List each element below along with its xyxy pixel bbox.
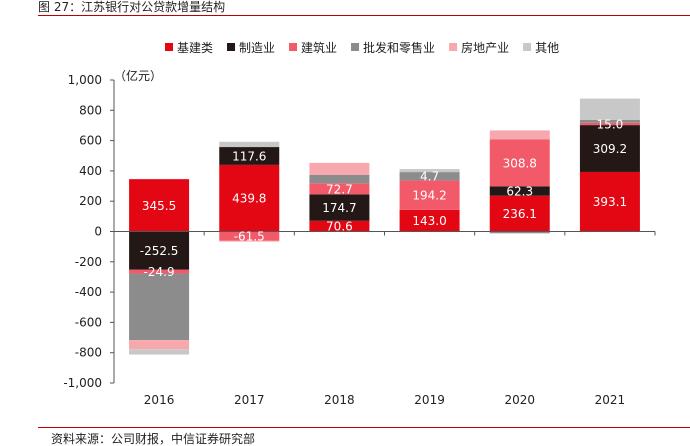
bar-segment bbox=[489, 186, 550, 196]
data-label: 309.2 bbox=[593, 142, 627, 156]
legend-label: 建筑业 bbox=[301, 40, 337, 55]
x-tick-label: 2017 bbox=[234, 393, 265, 407]
figure-title: 图 27：江苏银行对公贷款增量结构 bbox=[38, 0, 226, 14]
bar-segment bbox=[219, 164, 280, 232]
bar-segment bbox=[219, 231, 280, 241]
y-axis: -1,000 -800 -600 -400 -200 0 200 400 600 800 1,000 bbox=[63, 73, 115, 390]
legend-label: 其他 bbox=[535, 41, 559, 55]
x-tick-label: 2018 bbox=[324, 393, 355, 407]
legend-swatch bbox=[165, 43, 173, 51]
legend-swatch bbox=[351, 43, 360, 51]
bottom-divider bbox=[38, 427, 690, 428]
bars bbox=[129, 98, 640, 355]
bar-segment bbox=[129, 231, 190, 270]
data-label: 174.7 bbox=[322, 201, 356, 215]
legend-label: 基建类 bbox=[177, 41, 213, 55]
bar-segment bbox=[129, 273, 190, 341]
y-tick-label: -200 bbox=[75, 255, 102, 269]
y-axis-unit-label: （亿元） bbox=[114, 68, 162, 83]
chart-legend: 基建类 制造业 建筑业 批发和零售业 房地产业 其他 bbox=[165, 40, 559, 55]
y-tick-label: -800 bbox=[75, 346, 102, 360]
data-label: 70.6 bbox=[326, 220, 353, 234]
bar-segment bbox=[309, 183, 370, 195]
data-labels: 345.5 -252.5 -24.9 439.8 117.6 -61.5 70.6 174.7… bbox=[140, 117, 627, 279]
bar-segment bbox=[129, 269, 190, 274]
data-label: 439.8 bbox=[232, 192, 266, 206]
bar-segment bbox=[579, 98, 640, 120]
bar-segment bbox=[219, 141, 280, 148]
bar-segment bbox=[309, 220, 370, 232]
data-label: -61.5 bbox=[234, 230, 265, 244]
bar-segment bbox=[309, 162, 370, 175]
bar-segment bbox=[579, 122, 640, 126]
data-label: 117.6 bbox=[232, 149, 266, 163]
data-label: 194.2 bbox=[412, 189, 446, 203]
data-label: 72.7 bbox=[326, 182, 353, 196]
data-label: 4.7 bbox=[420, 170, 439, 184]
y-tick-label: 1,000 bbox=[68, 73, 102, 87]
x-tick-label: 2021 bbox=[595, 393, 626, 407]
bar-segment bbox=[489, 195, 550, 232]
bar-segment bbox=[219, 147, 280, 165]
bar-segment bbox=[129, 349, 190, 355]
legend-swatch bbox=[523, 43, 532, 51]
data-label: -24.9 bbox=[144, 265, 175, 279]
data-label: -252.5 bbox=[140, 244, 179, 258]
legend-swatch bbox=[227, 43, 236, 51]
data-label: 143.0 bbox=[412, 214, 446, 228]
bar-segment bbox=[399, 209, 460, 232]
y-tick-label: 800 bbox=[79, 103, 102, 117]
y-tick-label: 400 bbox=[79, 164, 102, 178]
y-tick-label: 200 bbox=[79, 194, 102, 208]
bar-segment bbox=[579, 119, 640, 123]
x-tick-label: 2016 bbox=[144, 393, 175, 407]
bar-segment bbox=[579, 171, 640, 232]
bar-segment bbox=[489, 130, 550, 140]
legend-label: 批发和零售业 bbox=[363, 40, 435, 55]
legend-swatch bbox=[289, 43, 298, 51]
data-label: 308.8 bbox=[503, 156, 537, 170]
x-tick-label: 2019 bbox=[414, 393, 445, 407]
y-tick-label: -1,000 bbox=[63, 376, 102, 390]
source-note: 资料来源：公司财报，中信证券研究部 bbox=[51, 432, 256, 446]
legend-label: 制造业 bbox=[239, 41, 275, 55]
data-label: 345.5 bbox=[142, 199, 176, 213]
bar-segment bbox=[129, 179, 190, 232]
bar-segment bbox=[399, 180, 460, 210]
y-tick-label: 600 bbox=[79, 134, 102, 148]
x-axis: 2016 2017 2018 2019 2020 2021 bbox=[113, 231, 656, 407]
bar-segment bbox=[129, 340, 190, 350]
y-tick-label: 0 bbox=[94, 225, 102, 239]
bar-segment bbox=[399, 172, 460, 181]
legend-label: 房地产业 bbox=[461, 40, 509, 55]
bar-segment bbox=[489, 231, 550, 234]
bar-segment bbox=[489, 139, 550, 187]
x-tick-label: 2020 bbox=[504, 393, 535, 407]
title-divider bbox=[38, 15, 690, 16]
data-label: 393.1 bbox=[593, 195, 627, 209]
bar-segment bbox=[579, 125, 640, 172]
bar-segment bbox=[399, 169, 460, 173]
y-tick-label: -400 bbox=[75, 285, 102, 299]
bar-segment bbox=[309, 174, 370, 184]
legend-swatch bbox=[449, 43, 458, 51]
bar-segment bbox=[219, 240, 280, 242]
bar-segment bbox=[309, 194, 370, 221]
y-tick-label: -600 bbox=[75, 315, 102, 329]
data-label: 15.0 bbox=[597, 117, 624, 131]
data-label: 236.1 bbox=[503, 207, 537, 221]
data-label: 62.3 bbox=[506, 185, 533, 199]
